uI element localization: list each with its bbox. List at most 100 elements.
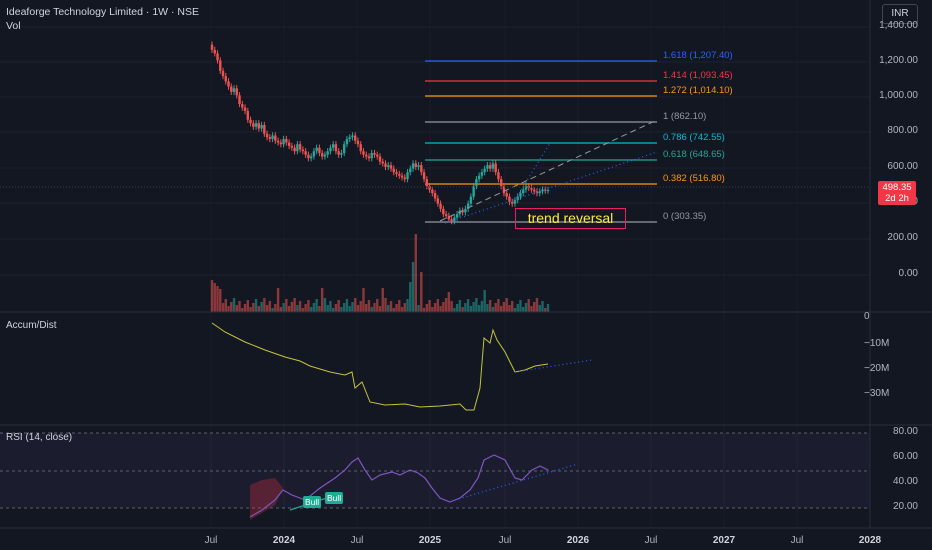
last-price-tag: 498.35 2d 2h xyxy=(878,181,916,205)
candle-body xyxy=(378,156,382,162)
time-axis-label: Jul xyxy=(498,535,512,546)
volume-bar xyxy=(431,307,434,312)
candle-body xyxy=(329,147,332,152)
channel-upper xyxy=(439,119,658,222)
candle-body xyxy=(389,165,393,169)
candle-body xyxy=(238,95,241,105)
volume-bar xyxy=(508,305,511,312)
bull-divergence-tag-2: Bull xyxy=(325,492,344,504)
currency-button[interactable]: INR xyxy=(882,4,918,24)
volume-bar xyxy=(387,305,390,312)
candle-body xyxy=(271,135,274,139)
volume-bar xyxy=(519,300,522,312)
candle-body xyxy=(436,198,440,204)
fib-level-label: 0.618 (648.65) xyxy=(663,149,725,160)
candle-body xyxy=(464,208,467,213)
candle-body xyxy=(365,154,368,157)
candle-body xyxy=(488,165,492,169)
volume-bar xyxy=(403,303,406,312)
volume-bar xyxy=(356,305,360,312)
volume-bar xyxy=(420,272,423,312)
rsi-axis-label: 20.00 xyxy=(892,501,918,512)
volume-bar xyxy=(221,303,225,312)
price-axis-label: 600.00 xyxy=(887,161,918,172)
price-axis-label: 200.00 xyxy=(887,232,918,243)
candle-body xyxy=(417,165,420,167)
volume-bar xyxy=(458,300,462,312)
volume-bar xyxy=(425,304,429,312)
trend-reversal-annotation[interactable]: trend reversal xyxy=(515,208,626,229)
candle-body xyxy=(411,163,415,169)
candle-body xyxy=(453,217,456,222)
volume-bar xyxy=(290,302,294,312)
volume-bar xyxy=(309,307,313,312)
accum-axis-label: −30M xyxy=(864,388,890,399)
candle-body xyxy=(287,142,291,146)
volume-bar xyxy=(334,304,338,312)
candle-body xyxy=(494,163,497,173)
candle-body xyxy=(403,177,406,180)
volume-bar xyxy=(282,303,285,312)
volume-bar xyxy=(315,299,318,312)
candle-body xyxy=(263,125,266,134)
candle-body xyxy=(510,201,514,204)
volume-bar xyxy=(230,302,233,312)
candle-body xyxy=(398,173,401,176)
price-axis-label: 800.00 xyxy=(887,125,918,136)
candle-body xyxy=(425,179,429,187)
volume-bar xyxy=(337,300,340,312)
candle-body xyxy=(480,172,484,176)
volume-bar xyxy=(527,299,530,312)
volume-bar xyxy=(544,308,547,312)
volume-bar xyxy=(477,305,481,312)
volume-bar xyxy=(216,286,219,312)
time-axis-label: 2024 xyxy=(272,535,296,546)
candle-body xyxy=(469,196,473,204)
volume-bar xyxy=(453,308,456,312)
fib-level-label: 1.272 (1,014.10) xyxy=(663,85,733,96)
volume-bar xyxy=(414,234,418,312)
candle-body xyxy=(455,214,459,218)
candle-body xyxy=(373,152,376,155)
volume-bar xyxy=(331,308,335,312)
candle-body xyxy=(230,86,233,92)
candle-body xyxy=(334,144,338,152)
volume-bar xyxy=(442,302,445,312)
volume-bar xyxy=(480,301,484,312)
candle-body xyxy=(219,60,222,71)
volume-bar xyxy=(530,306,533,312)
volume-bar xyxy=(312,303,316,312)
candle-body xyxy=(400,175,404,178)
candle-body xyxy=(298,144,302,150)
volume-bar xyxy=(502,302,506,312)
volume-bar xyxy=(243,304,247,312)
volume-bar xyxy=(513,308,517,312)
candle-body xyxy=(486,165,489,169)
volume-bar xyxy=(417,305,420,312)
candle-body xyxy=(546,189,550,191)
candle-body xyxy=(351,135,354,138)
volume-bar xyxy=(494,303,497,312)
candle-body xyxy=(304,151,307,155)
volume-bar xyxy=(287,306,291,312)
volume-bar xyxy=(392,308,395,312)
rsi-axis-label: 80.00 xyxy=(892,426,918,437)
candle-body xyxy=(420,165,423,173)
candle-body xyxy=(326,151,329,155)
volume-bar xyxy=(439,306,442,312)
candle-body xyxy=(243,107,247,112)
candle-body xyxy=(331,144,335,148)
candle-body xyxy=(414,163,418,167)
candle-body xyxy=(282,138,285,145)
candle-body xyxy=(301,149,305,152)
volume-bar xyxy=(224,299,227,312)
candle-body xyxy=(541,189,544,192)
candle-body xyxy=(406,172,409,180)
candle-body xyxy=(409,168,412,173)
candle-body xyxy=(475,179,478,187)
volume-bar xyxy=(365,304,368,312)
volume-bar xyxy=(307,300,310,312)
candle-body xyxy=(513,200,517,204)
candle-body xyxy=(348,137,351,139)
